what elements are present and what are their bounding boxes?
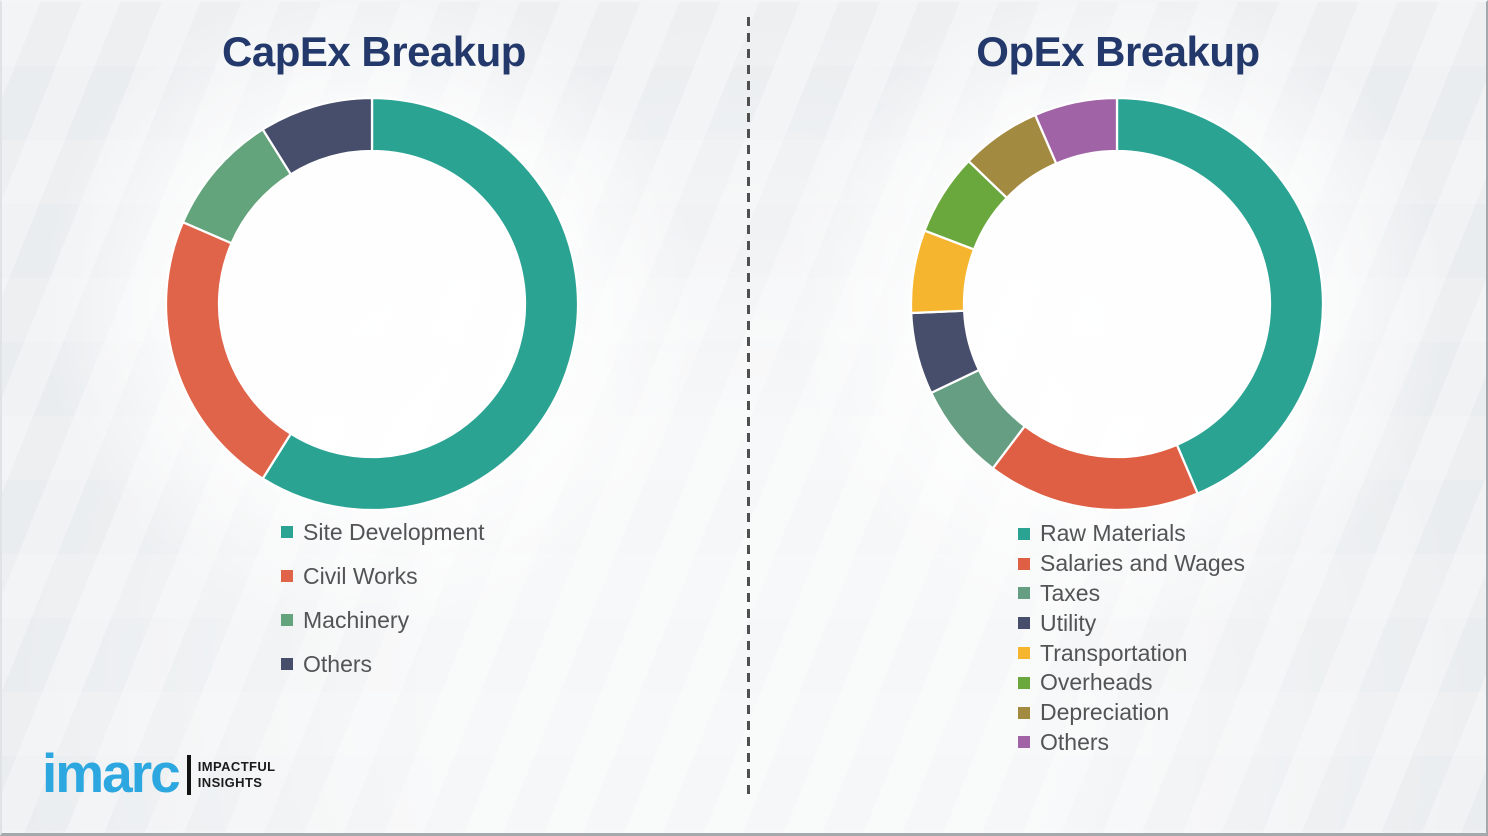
legend-label: Salaries and Wages: [1040, 550, 1245, 577]
legend-item-machinery: Machinery: [281, 598, 485, 642]
donut-segment-others: [261, 97, 374, 176]
imarc-logo-wordmark: imarc: [42, 741, 181, 804]
capex-panel: CapEx Breakup Site Development Civil Work…: [2, 2, 746, 833]
legend-item-overheads: Overheads: [1018, 668, 1245, 698]
legend-swatch-transportation: [1018, 647, 1030, 660]
legend-label: Civil Works: [303, 562, 418, 589]
legend-swatch-raw-materials: [1018, 527, 1030, 540]
donut-segment-site-development: [261, 97, 579, 511]
legend-label: Taxes: [1040, 579, 1101, 606]
legend-swatch-others: [1018, 736, 1030, 749]
legend-label: Utility: [1040, 609, 1097, 636]
legend-item-civil-works: Civil Works: [281, 554, 485, 598]
legend-swatch-depreciation: [1018, 706, 1030, 719]
donut-segment-raw-materials: [1115, 97, 1324, 496]
opex-title: OpEx Breakup: [976, 28, 1260, 75]
legend-label: Raw Materials: [1040, 520, 1186, 547]
legend-swatch-civil-works: [281, 570, 293, 582]
legend-label: Others: [303, 650, 373, 677]
capex-donut-chart: [165, 97, 579, 511]
legend-item-utility: Utility: [1018, 608, 1245, 638]
legend-item-depreciation: Depreciation: [1018, 698, 1245, 728]
legend-label: Depreciation: [1040, 699, 1170, 726]
legend-label: Site Development: [303, 518, 485, 545]
imarc-tagline-line1: IMPACTFUL: [197, 759, 276, 775]
imarc-tagline-line2: INSIGHTS: [197, 775, 263, 790]
donut-segment-salaries-and-wages: [991, 424, 1200, 511]
legend-item-transportation: Transportation: [1018, 638, 1245, 668]
legend-swatch-salaries-and-wages: [1018, 557, 1030, 570]
opex-donut-chart: [910, 97, 1324, 511]
opex-legend: Raw Materials Salaries and Wages Taxes Util…: [1018, 519, 1245, 757]
legend-item-raw-materials: Raw Materials: [1018, 519, 1245, 549]
capex-legend: Site Development Civil Works Machinery Othe…: [281, 510, 485, 686]
legend-swatch-utility: [1018, 617, 1030, 630]
legend-item-taxes: Taxes: [1018, 579, 1245, 609]
donut-segment-others: [1033, 97, 1119, 166]
legend-swatch-others: [281, 658, 293, 670]
legend-swatch-machinery: [281, 614, 293, 626]
legend-label: Machinery: [303, 606, 410, 633]
legend-swatch-site-development: [281, 526, 293, 538]
legend-swatch-overheads: [1018, 676, 1030, 689]
imarc-logo-divider-bar: [186, 755, 191, 795]
legend-label: Transportation: [1040, 639, 1188, 666]
legend-item-others: Others: [281, 642, 485, 686]
capex-title: CapEx Breakup: [222, 28, 526, 75]
opex-panel: OpEx Breakup Raw Materials Salaries and W…: [746, 2, 1486, 833]
donut-segment-civil-works: [165, 220, 293, 481]
legend-item-salaries-and-wages: Salaries and Wages: [1018, 549, 1245, 579]
legend-swatch-taxes: [1018, 587, 1030, 600]
legend-item-others: Others: [1018, 728, 1245, 758]
legend-label: Others: [1040, 728, 1110, 755]
legend-label: Overheads: [1040, 669, 1153, 696]
vertical-dashed-divider: [747, 17, 750, 794]
legend-item-site-development: Site Development: [281, 510, 485, 554]
imarc-logo: imarc IMPACTFUL INSIGHTS: [42, 742, 276, 804]
imarc-logo-tagline: IMPACTFUL INSIGHTS: [198, 759, 276, 790]
